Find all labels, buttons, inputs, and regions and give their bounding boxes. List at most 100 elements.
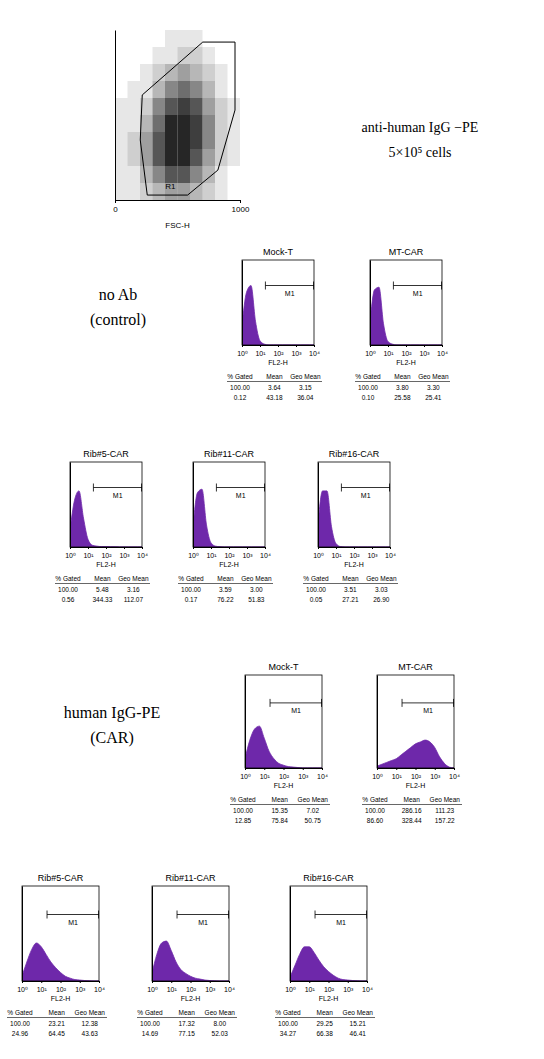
axis (245, 676, 246, 769)
axis-line (153, 981, 230, 982)
tick-mark (454, 768, 455, 770)
table-cell: 0.12 (234, 394, 247, 401)
table-cell: 3.16 (127, 586, 140, 593)
tick-label: 10⁰ (365, 350, 376, 357)
plot-area (377, 699, 454, 768)
tick: 10⁴ (437, 345, 448, 357)
axis (318, 463, 319, 548)
axis: 10⁰10¹10²10³10⁴ (240, 768, 328, 780)
density-cell (115, 64, 128, 81)
tick: 10⁴ (94, 981, 105, 993)
axis (377, 676, 378, 769)
density-cell (115, 132, 128, 149)
plot-frame (193, 462, 265, 547)
annotation: 5×10⁵ cells (389, 145, 452, 160)
table-cell: 25.41 (425, 394, 442, 401)
tick-mark (61, 981, 62, 983)
density-cell (165, 47, 178, 64)
table-header: Geo Mean (290, 373, 321, 380)
tick-mark (322, 768, 323, 770)
table-cell: 100.00 (306, 586, 326, 593)
tick: 10² (279, 768, 290, 780)
density-cell (215, 166, 228, 183)
table-cell: 86.60 (367, 817, 384, 824)
density-cell (178, 30, 191, 47)
tick-label: 10³ (430, 773, 441, 780)
tick: 10¹ (305, 981, 316, 993)
x-axis-title: FL2-H (274, 782, 293, 789)
tick: 10⁴ (260, 547, 271, 559)
tick-label: 0 (113, 205, 118, 214)
density-cell (228, 132, 241, 149)
density-cell (115, 98, 128, 115)
density-cell (140, 47, 153, 64)
tick-label: 10⁴ (137, 552, 148, 559)
table-cell: 286.16 (402, 807, 422, 814)
tick: 10¹ (383, 345, 394, 357)
section-label: no Ab (99, 286, 138, 303)
axis-line (243, 345, 315, 346)
table-cell: 0.56 (62, 596, 75, 603)
table-cell: 3.30 (427, 384, 440, 391)
histogram-area (193, 489, 265, 547)
table-cell: 5.48 (96, 586, 109, 593)
density-cell (128, 47, 141, 64)
density-cell (190, 47, 203, 64)
gate-bar (402, 702, 454, 703)
panel-title: Rib#5-CAR (38, 873, 84, 883)
axis-line (116, 200, 241, 201)
tick-label: 10⁴ (94, 986, 105, 993)
histogram-panel: Rib#16-CARM110⁰10¹10²10³10⁴FL2-H% GatedM… (275, 873, 375, 1037)
density-cell (115, 81, 128, 98)
density-cell (178, 115, 191, 132)
panel-title: MT-CAR (389, 247, 424, 257)
density-cell (203, 64, 216, 81)
histogram-area (242, 286, 314, 346)
axis-line (194, 547, 266, 548)
table-cell: 43.18 (266, 394, 283, 401)
tick-mark (99, 981, 100, 983)
axis: 10⁰10¹10²10³10⁴ (188, 547, 271, 559)
x-axis-title: FL2-H (406, 782, 425, 789)
density-cell (115, 47, 128, 64)
tick: 10⁰ (188, 547, 199, 559)
tick-label: 10¹ (37, 986, 48, 993)
tick-label: 1000 (232, 205, 250, 214)
table-cell: 46.41 (350, 1030, 367, 1037)
gate-end (393, 282, 394, 290)
axis: 10⁰10¹10²10³10⁴ (372, 768, 460, 780)
tick-mark (314, 345, 315, 347)
tick-mark (106, 547, 107, 549)
tick-label: 10⁰ (240, 773, 251, 780)
histogram-panel: Mock-TM110⁰10¹10²10³10⁴FL2-H% GatedMeanG… (227, 247, 322, 401)
plot-frame (377, 675, 454, 768)
stats-table: % GatedMeanGeo Mean100.00286.16111.2386.… (362, 796, 462, 824)
table-cell: 100.00 (140, 1020, 160, 1027)
tick-label: 10⁴ (362, 986, 373, 993)
gate-label: M1 (68, 919, 78, 926)
table-header: % Gated (230, 796, 256, 803)
panel-title: Rib#16-CAR (303, 873, 354, 883)
gate-bar (93, 487, 142, 488)
tick-label: 10⁰ (65, 552, 76, 559)
density-cell (128, 115, 141, 132)
section-label: (control) (90, 311, 146, 329)
table-rule (7, 1017, 107, 1018)
plot-frame (245, 675, 322, 768)
tick-mark (278, 345, 279, 347)
table-header: % Gated (355, 373, 381, 380)
tick: 10⁴ (449, 768, 460, 780)
gate-polygon (140, 42, 235, 195)
tick-mark (229, 981, 230, 983)
density-cell (215, 98, 228, 115)
gate-bar (393, 285, 442, 286)
tick: 10³ (242, 547, 253, 559)
axis-line (377, 676, 378, 769)
axis (152, 887, 153, 982)
tick: 10⁰ (65, 547, 76, 559)
table-cell: 77.15 (179, 1030, 196, 1037)
tick-label: 10¹ (331, 552, 342, 559)
axis-line (193, 463, 194, 548)
table-cell: 100.00 (358, 384, 378, 391)
tick-label: 10³ (291, 350, 302, 357)
